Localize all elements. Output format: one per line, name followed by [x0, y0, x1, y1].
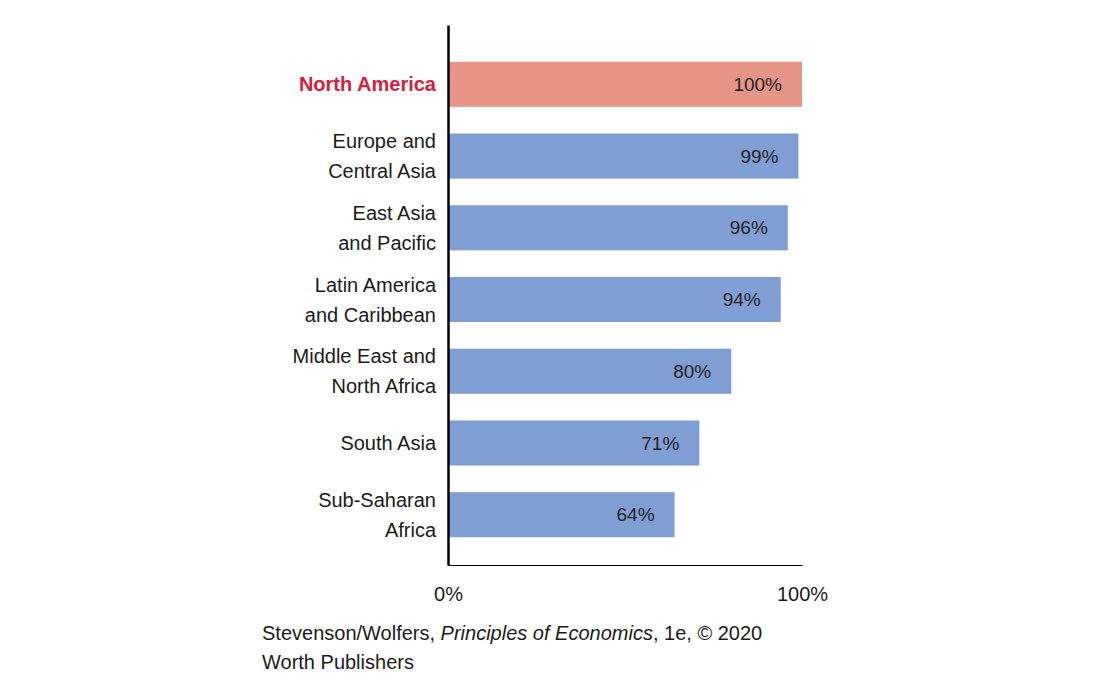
- data-label: 96%: [730, 217, 768, 238]
- axis-line: [447, 26, 450, 566]
- source-text: Principles of Economics: [441, 622, 653, 644]
- source-text: , 1e, © 2020: [653, 622, 762, 644]
- bar: [448, 420, 699, 465]
- tick: 100%: [777, 565, 828, 605]
- source: Stevenson/Wolfers, Principles of Economi…: [262, 622, 762, 673]
- tick: 0%: [434, 565, 463, 605]
- label-line: Europe and: [333, 130, 436, 152]
- label-line: Middle East and: [293, 345, 436, 367]
- data-label: 64%: [617, 504, 655, 525]
- category-label: East Asia and Pacific: [338, 202, 437, 254]
- source-line: Stevenson/Wolfers, Principles of Economi…: [262, 622, 762, 644]
- tick: Middle East and North Africa: [293, 345, 448, 397]
- bar: [448, 62, 802, 107]
- y-axis: North America Europe and Central Asia East …: [293, 26, 449, 566]
- tick: Latin America and Caribbean: [305, 274, 448, 326]
- label-line: Africa: [385, 519, 437, 541]
- label-line: Sub-Saharan: [318, 489, 436, 511]
- x-axis: 0% 100%: [434, 565, 828, 605]
- tick: East Asia and Pacific: [338, 202, 448, 254]
- tick: South Asia: [340, 432, 448, 454]
- category-label: Europe and Central Asia: [328, 130, 437, 182]
- category-label: Latin America and Caribbean: [305, 274, 437, 326]
- data-label: 80%: [673, 361, 711, 382]
- data-label: 100%: [733, 74, 782, 95]
- axis-line: [449, 565, 803, 566]
- label-line: North Africa: [332, 375, 437, 397]
- bar: [448, 205, 788, 250]
- bars: [448, 62, 802, 537]
- label-line: North America: [299, 73, 437, 95]
- data-label: 71%: [641, 433, 679, 454]
- tick: Europe and Central Asia: [328, 130, 448, 182]
- tick: North America: [299, 73, 448, 95]
- data-labels: 100% 99% 96% 94% 80% 71% 64%: [617, 74, 783, 525]
- chart: 100% 99% 96% 94% 80% 71% 64% North America Europ…: [0, 0, 1100, 693]
- bar: [448, 134, 798, 179]
- category-label: Sub-Saharan Africa: [318, 489, 437, 541]
- label-line: Central Asia: [328, 160, 437, 182]
- data-label: 94%: [723, 289, 761, 310]
- label-line: Latin America: [315, 274, 437, 296]
- category-label: Middle East and North Africa: [293, 345, 437, 397]
- tick: Sub-Saharan Africa: [318, 489, 448, 541]
- label-line: and Pacific: [338, 232, 436, 254]
- source-text: Worth Publishers: [262, 651, 414, 673]
- category-label: South Asia: [340, 432, 437, 454]
- data-label: 99%: [740, 146, 778, 167]
- bar: [448, 277, 781, 322]
- bar: [448, 492, 675, 537]
- source-line: Worth Publishers: [262, 651, 414, 673]
- label-line: South Asia: [340, 432, 437, 454]
- category-label: North America: [299, 73, 437, 95]
- label-line: East Asia: [353, 202, 437, 224]
- bar: [448, 349, 731, 394]
- source-text: Stevenson/Wolfers,: [262, 622, 441, 644]
- tick-label: 100%: [777, 583, 828, 605]
- label-line: and Caribbean: [305, 304, 436, 326]
- tick-label: 0%: [434, 583, 463, 605]
